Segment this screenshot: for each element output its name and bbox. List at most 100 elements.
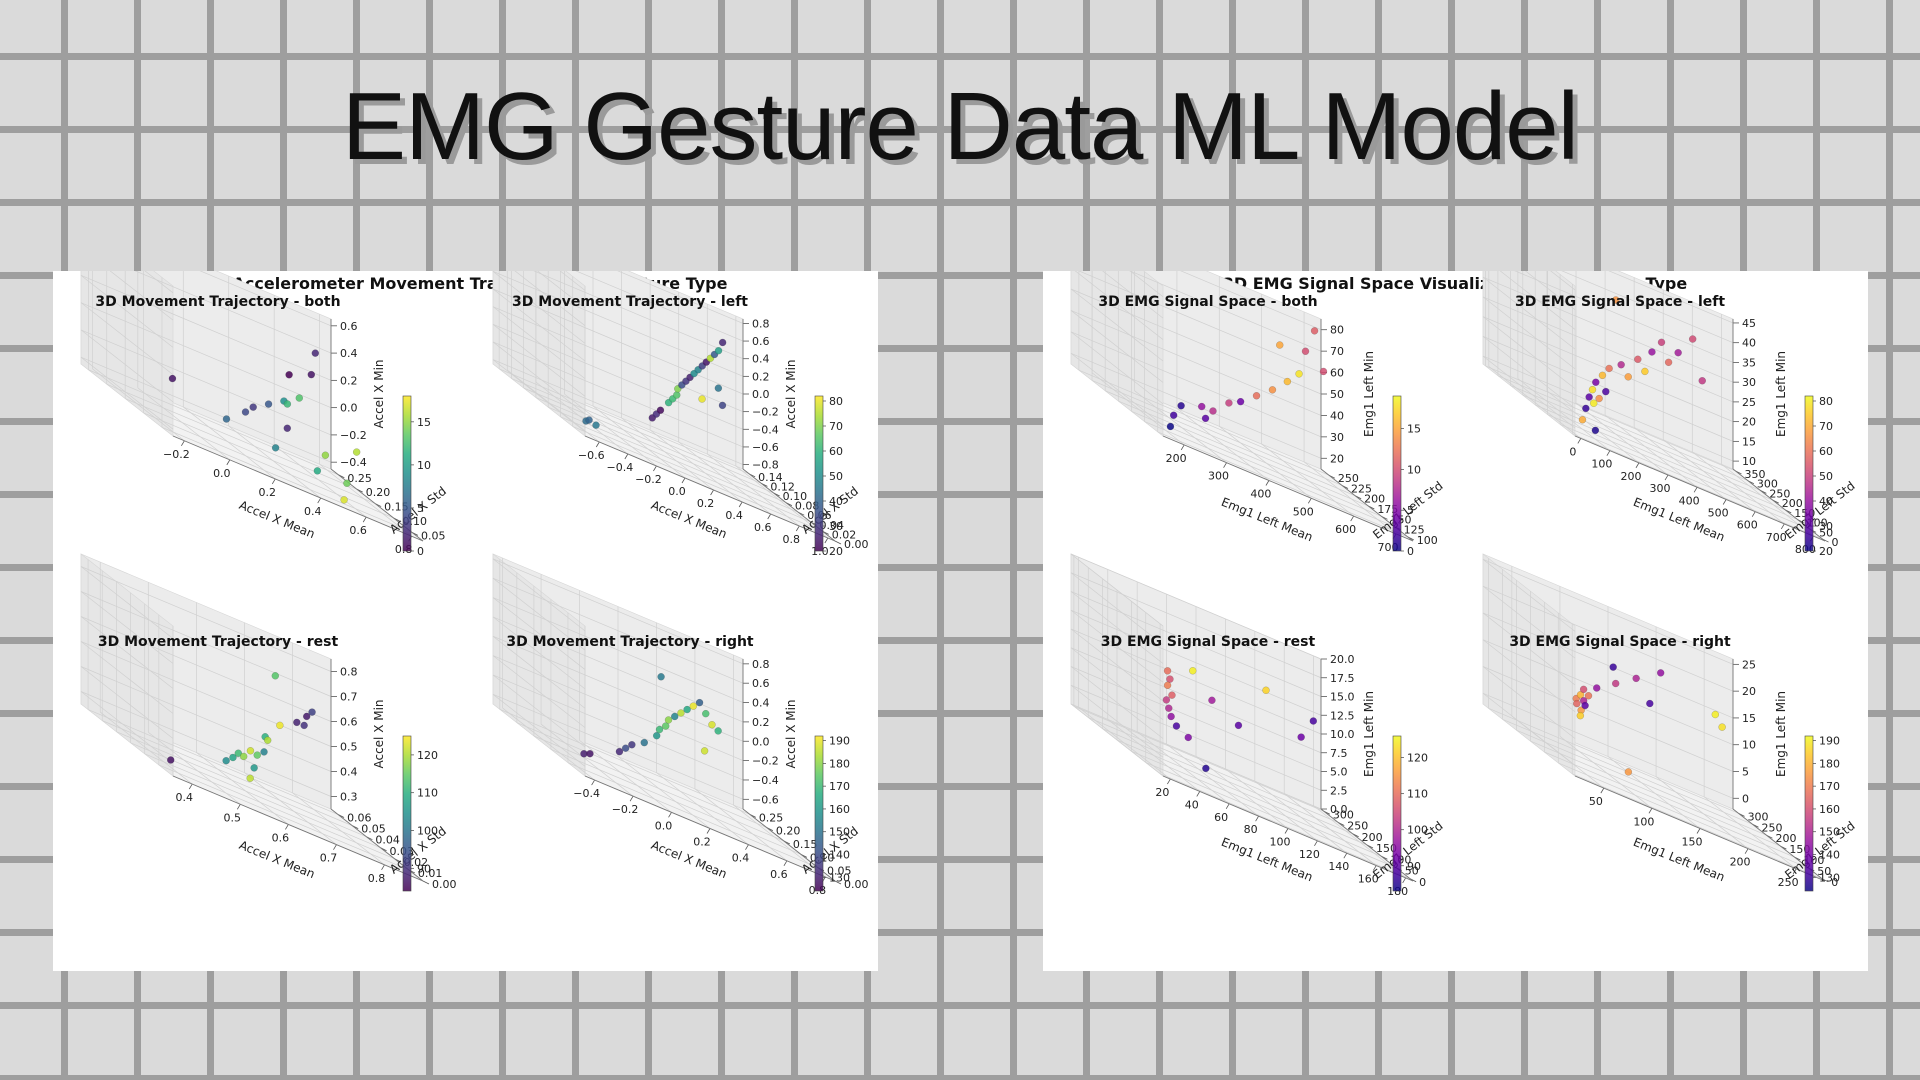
data-point xyxy=(656,406,665,415)
subplot-title: 3D Movement Trajectory - both xyxy=(95,294,340,310)
colorbar-tick-label: 130 xyxy=(1819,871,1840,884)
data-point xyxy=(1262,686,1270,695)
colorbar-tick-label: 40 xyxy=(1819,495,1833,508)
colorbar-tick-label: 80 xyxy=(829,395,843,408)
data-point xyxy=(246,774,254,783)
x-tick-label: −0.2 xyxy=(163,448,190,461)
subplot-0: −0.20.00.20.40.60.80.050.100.150.200.25−… xyxy=(80,271,449,558)
z-tick-label: −0.4 xyxy=(340,456,367,469)
x-tick-label: 0.6 xyxy=(349,524,367,537)
data-point xyxy=(1184,733,1193,742)
z-axis-label: Emg1 Left Min xyxy=(1774,691,1788,777)
data-point xyxy=(246,747,255,755)
y-tick-label: 300 xyxy=(1748,810,1769,823)
data-point xyxy=(1609,663,1617,671)
colorbar xyxy=(1392,735,1402,892)
colorbar-tick-label: 40 xyxy=(829,495,843,508)
x-tick-label: 0.6 xyxy=(770,868,788,881)
colorbar-tick-label: 170 xyxy=(829,780,850,793)
z-tick-label: 0.2 xyxy=(752,370,770,383)
data-point xyxy=(718,338,727,347)
subplot-title: 3D Movement Trajectory - left xyxy=(512,294,748,310)
x-tick-label: 0.4 xyxy=(732,852,750,865)
x-tick-label: 700 xyxy=(1766,531,1787,544)
colorbar-tick-label: 0 xyxy=(417,545,424,558)
x-tick-label: 0.0 xyxy=(213,467,231,480)
data-point xyxy=(249,403,257,411)
z-tick-label: 0.4 xyxy=(340,766,358,779)
data-point xyxy=(1309,717,1318,725)
z-tick-label: 12.5 xyxy=(1330,709,1355,722)
data-point xyxy=(714,346,723,355)
colorbar-tick-label: 110 xyxy=(1407,788,1428,801)
data-point xyxy=(283,424,292,433)
colorbar-tick-label: 0 xyxy=(1407,545,1414,558)
colorbar-tick-label: 140 xyxy=(1819,849,1840,862)
data-point xyxy=(1283,377,1292,386)
x-tick-label: 120 xyxy=(1299,848,1320,861)
z-tick-label: 7.5 xyxy=(1330,747,1348,760)
z-tick-label: 5.0 xyxy=(1330,766,1348,779)
data-point xyxy=(1169,411,1178,419)
x-tick-label: 600 xyxy=(1335,523,1356,536)
z-tick-label: 15 xyxy=(1742,712,1756,725)
data-point xyxy=(1602,387,1610,396)
y-tick-label: 0.00 xyxy=(844,538,869,551)
data-point xyxy=(702,709,710,718)
x-tick-label: 0.4 xyxy=(304,505,322,518)
data-point xyxy=(1592,378,1600,387)
y-tick-label: 50 xyxy=(1817,865,1831,878)
data-point xyxy=(1664,358,1673,367)
colorbar-tick-label: 20 xyxy=(1819,545,1833,558)
y-tick-label: 225 xyxy=(1351,482,1372,495)
y-tick-label: 0.05 xyxy=(827,865,852,878)
data-point xyxy=(718,401,727,410)
x-tick-label: −0.2 xyxy=(612,803,639,816)
data-point xyxy=(1648,348,1656,356)
z-tick-label: 20 xyxy=(1742,685,1756,698)
z-tick-label: −0.8 xyxy=(752,459,779,472)
colorbar-tick-label: 190 xyxy=(829,735,850,748)
y-tick-label: 250 xyxy=(1347,820,1368,833)
x-tick-label: 0.2 xyxy=(697,497,715,510)
x-tick-label: 0.2 xyxy=(693,836,711,849)
colorbar-tick-label: 30 xyxy=(1819,520,1833,533)
y-tick-label: 0.00 xyxy=(432,878,457,891)
y-tick-label: 300 xyxy=(1333,808,1354,821)
colorbar-tick-label: 160 xyxy=(829,803,850,816)
y-tick-label: 0.25 xyxy=(759,811,784,824)
data-point xyxy=(1591,426,1600,435)
z-tick-label: 0 xyxy=(1742,792,1749,805)
colorbar-tick-label: 70 xyxy=(829,420,843,433)
x-tick-label: 0.8 xyxy=(783,533,801,546)
x-tick-label: 0.2 xyxy=(259,486,277,499)
x-tick-label: 180 xyxy=(1387,885,1408,898)
subplot-title: 3D EMG Signal Space - right xyxy=(1509,634,1731,650)
subplot-2: 20 40 60 80 100 120 140 160 180 050 100 15020025030… xyxy=(1070,553,1446,898)
z-tick-label: 50 xyxy=(1330,388,1344,401)
data-point xyxy=(664,716,673,724)
x-tick-label: 0.4 xyxy=(725,509,743,522)
data-point xyxy=(615,747,624,756)
y-tick-label: 100 xyxy=(1417,534,1438,547)
data-point xyxy=(652,731,661,740)
x-tick-label: 100 xyxy=(1591,458,1612,471)
x-tick-label: 60 xyxy=(1214,811,1228,824)
y-tick-label: 0.02 xyxy=(832,528,857,541)
data-point xyxy=(1657,338,1666,347)
data-point xyxy=(285,371,293,379)
x-tick-label: 200 xyxy=(1166,452,1187,465)
colorbar-tick-label: 180 xyxy=(829,757,850,770)
data-point xyxy=(1166,675,1174,683)
subplot-2: 0.40.50.60.70.8 0.000.010.020.030.040.050… xyxy=(80,553,457,892)
data-point xyxy=(271,444,280,452)
z-tick-label: 0.8 xyxy=(752,658,770,671)
data-point xyxy=(253,751,261,759)
z-axis-label: Emg1 Left Min xyxy=(1774,351,1788,437)
data-point xyxy=(1177,402,1185,410)
data-point xyxy=(234,749,243,757)
y-tick-label: 0.00 xyxy=(844,878,869,891)
z-tick-label: 5 xyxy=(1742,766,1749,779)
data-point xyxy=(677,709,685,717)
x-tick-label: 600 xyxy=(1737,519,1758,532)
